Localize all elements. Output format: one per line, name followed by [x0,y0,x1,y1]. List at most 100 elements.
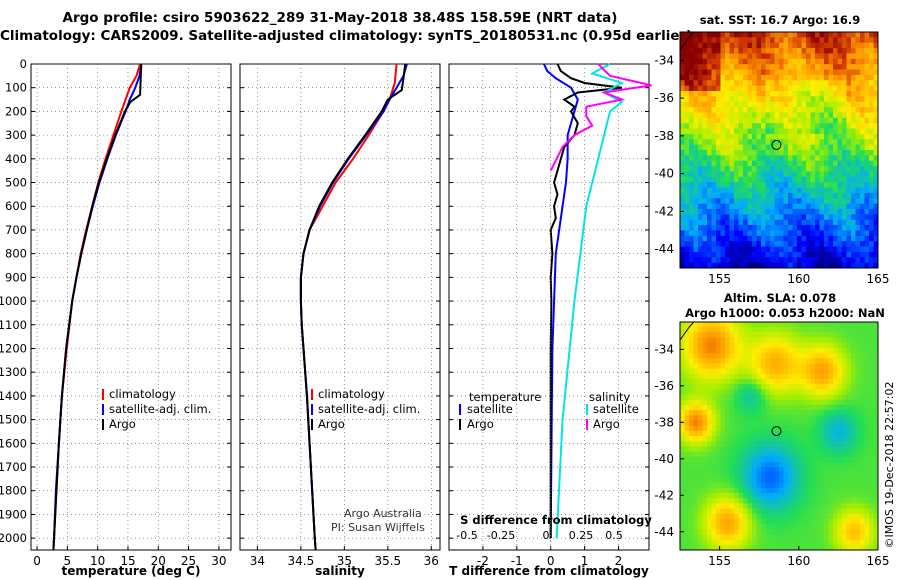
sst-map-cell [702,139,708,146]
sla-map-cell [693,373,699,380]
sla-map-cell [729,518,735,525]
sla-map-cell [689,389,694,395]
sla-map-cell [720,529,726,535]
sla-map-cell [756,461,762,468]
sla-map-cell [851,529,856,535]
sla-map-cell [824,368,829,375]
sla-map-cell [815,529,820,535]
sst-map-cell [842,182,847,188]
sst-map-cell [851,160,856,167]
sla-map-cell [797,503,802,509]
sst-map-cell [828,123,834,129]
sla-map-cell [711,410,717,416]
sst-map-cell [864,219,870,226]
sst-map-cell [864,91,870,97]
sla-map-cell [720,472,726,478]
sst-map-cell [689,171,694,178]
sst-map-cell [851,166,856,172]
sla-map-cell [698,524,703,530]
sla-map-cell [819,322,825,328]
sla-map-cell [689,446,694,452]
sla-map-cell [774,513,780,520]
sst-map-cell [765,85,771,92]
sst-map-cell [842,166,847,172]
sla-map-cell [680,337,685,344]
sst-map-cell [810,112,816,119]
sst-map-cell [752,74,757,81]
sla-map-cell [720,363,726,370]
sst-map-cell [702,160,708,167]
sst-map-cell [779,144,784,151]
sst-map-cell [729,32,735,38]
sla-map-cell [698,327,703,333]
sst-map-cell [869,251,874,258]
sla-map-cell [779,368,784,375]
sst-map-cell [711,96,717,103]
sst-map-cell [774,128,780,135]
sst-map-cell [747,85,753,92]
sla-map-cell [788,322,793,328]
sla-map-cell [860,363,865,370]
sst-map-cell [743,171,748,178]
sst-map-cell [743,214,748,221]
sst-map-xtick-label: 155 [708,272,731,286]
sst-map-cell [743,133,748,140]
sst-map-cell [873,214,879,221]
temperature-xtick-label: 15 [120,554,135,568]
sla-map-cell [770,399,775,406]
sla-map-cell [761,322,766,328]
sla-map-cell [770,379,775,385]
sla-map-cell [873,482,879,489]
sst-map-cell [711,230,717,237]
sla-map-cell [833,529,838,535]
sst-map-cell [765,133,771,140]
sst-map-cell [680,96,685,103]
sla-map-cell [716,394,721,401]
sla-map-cell [806,363,811,370]
sla-map-cell [738,472,744,478]
sst-map-cell [716,257,721,264]
sst-map-cell [783,214,789,221]
diff-s-tick-label: 0.5 [605,529,623,542]
sla-map-cell [770,332,775,338]
sst-map-cell [873,182,879,188]
sla-map-cell [855,363,861,370]
sst-map-cell [828,176,834,183]
sst-map-cell [810,107,816,113]
sla-map-cell [860,327,865,333]
sla-map-cell [729,399,735,406]
sst-map-cell [743,257,748,264]
sst-map-cell [684,171,690,178]
sla-map-cell [743,539,748,546]
sla-map-cell [788,327,793,333]
sla-map-cell [689,425,694,432]
salinity-xtick-label: 36 [424,554,439,568]
sla-map-cell [734,467,739,473]
sst-map-cell [837,214,843,221]
sla-map-cell [860,342,865,349]
sst-map-cell [707,246,712,253]
sst-map-cell [693,85,699,92]
sla-map-cell [792,389,798,395]
sst-map-cell [792,251,798,258]
sla-map-cell [716,472,721,478]
sst-map-cell [837,32,843,38]
sla-map-cell [819,482,825,489]
sla-map-cell [855,544,861,551]
sst-map-cell [698,107,703,113]
sst-map-cell [779,128,784,135]
sla-map-cell [689,368,694,375]
sst-map-cell [801,235,807,242]
sla-map-cell [797,544,802,551]
sla-map-cell [702,332,708,338]
sla-map-cell [729,384,735,390]
sla-map-cell [792,410,798,416]
sla-map-cell [824,508,829,515]
sst-map-cell [684,117,690,124]
sst-map-cell [801,209,807,215]
sla-map-cell [716,342,721,349]
sst-map-cell [716,139,721,146]
sst-map-cell [806,117,811,124]
sst-map-cell [702,214,708,221]
sla-map-cell [698,477,703,484]
